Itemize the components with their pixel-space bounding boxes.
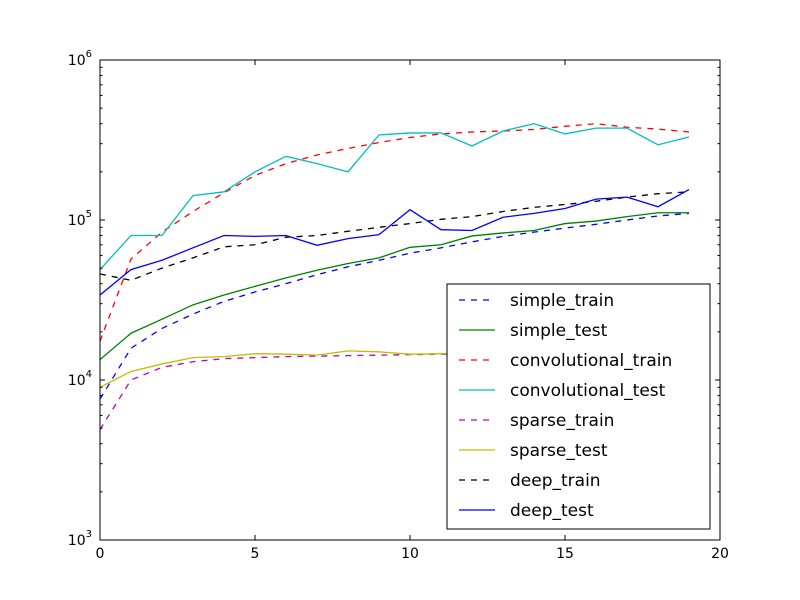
series-line-simple-test [99,212,689,361]
legend: simple_train simple_test convolutional_tra… [446,283,711,530]
axis-ticks [99,60,721,541]
legend-label: simple_test [510,321,608,341]
legend-label: convolutional_test [510,381,666,401]
y-tick-labels: 103 104 105 106 [68,49,92,549]
legend-label: simple_train [510,291,614,311]
legend-label: convolutional_train [510,351,672,371]
y-tick-label: 105 [68,209,92,229]
legend-label: sparse_test [510,441,608,461]
legend-label: sparse_train [510,411,614,431]
x-tick-label: 0 [96,546,105,562]
x-tick-label: 10 [401,546,419,562]
x-tick-labels: 0 5 10 15 20 [96,546,729,562]
series-line-deep-test [99,188,690,296]
series-layer [99,122,690,430]
x-tick-label: 5 [251,546,260,562]
y-tick-label: 103 [68,529,92,549]
y-tick-label: 106 [68,49,92,69]
series-line-convolutional-train [99,123,690,342]
series-line-simple-train [99,212,690,400]
x-tick-label: 15 [556,546,574,562]
legend-label: deep_train [510,471,601,491]
legend-box [446,283,711,530]
y-tick-label: 104 [68,369,92,389]
legend-label: deep_test [510,501,594,521]
series-line-convolutional-test [99,122,690,271]
series-line-deep-train [99,191,690,281]
x-tick-label: 20 [711,546,729,562]
